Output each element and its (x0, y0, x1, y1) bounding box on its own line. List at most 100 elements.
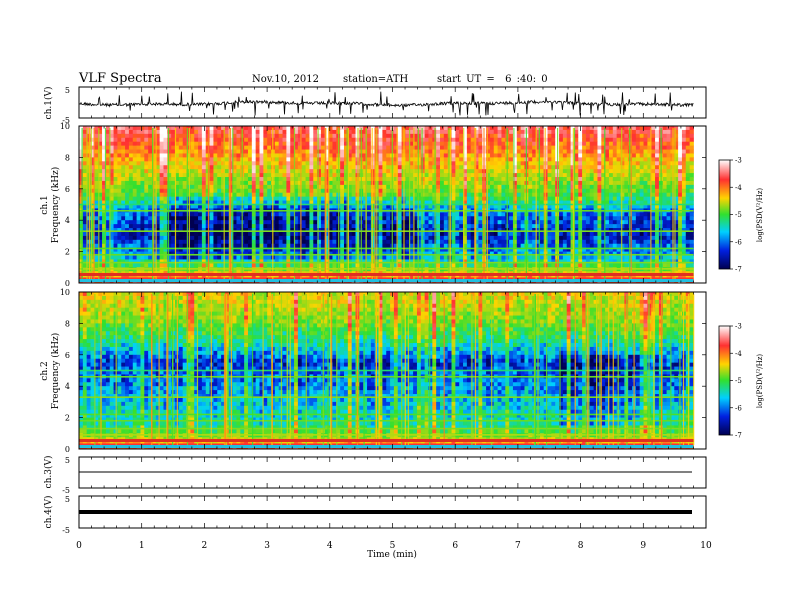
spectrogram-cell (109, 243, 114, 249)
spectrogram-cell (282, 204, 287, 209)
spectrogram-cell (263, 204, 268, 209)
spectrogram-cell (585, 228, 591, 233)
spectrogram-cell (105, 165, 111, 170)
spectrogram-cell (217, 161, 222, 166)
spectrogram-cell (662, 157, 667, 162)
spectrogram-cell (320, 228, 326, 233)
spectrogram-cell (324, 212, 330, 217)
spectrogram-cell (566, 216, 571, 221)
spectrogram-cell (136, 180, 141, 186)
spectrogram-cell (232, 141, 237, 147)
spectrogram-cell (559, 126, 564, 131)
spectrogram-cell (363, 216, 368, 221)
spectrogram-cell (286, 141, 291, 147)
spectrogram-cell (198, 173, 203, 178)
spectrogram-cell (666, 200, 671, 205)
spectrogram-cell (589, 180, 595, 186)
spectrogram-cell (451, 216, 456, 221)
spectrogram-cell (121, 212, 126, 217)
spectrogram-cell (263, 145, 268, 150)
spectrogram-cell (470, 192, 475, 198)
spectrogram-cell (194, 228, 199, 233)
spectrogram-cell (274, 169, 280, 174)
spectrogram-cell (190, 192, 195, 198)
spectrogram-cell (589, 224, 595, 229)
spectrogram-cell (121, 153, 126, 158)
spectrogram-cell (340, 180, 345, 186)
spectrogram-cell (616, 141, 621, 147)
spectrogram-cell (662, 180, 667, 186)
spectrogram-cell (497, 129, 502, 135)
spectrogram-cell (136, 231, 141, 237)
spectrogram-cell (144, 220, 149, 225)
spectrogram-cell (163, 126, 168, 131)
spectrogram-cell (313, 196, 318, 201)
spectrogram-cell (144, 224, 149, 229)
spectrogram-cell (171, 188, 176, 194)
spectrogram-cell (351, 141, 356, 147)
spectrogram-cell (297, 204, 303, 209)
spectrogram-cell (455, 212, 460, 217)
spectrogram-cell (259, 235, 264, 241)
spectrogram-cell (267, 161, 272, 166)
spectrogram-cell (148, 180, 153, 186)
spectrogram-cell (186, 184, 191, 190)
spectrogram-cell (363, 141, 368, 147)
spectrogram-cell (689, 188, 694, 194)
spectrogram-cell (681, 153, 687, 158)
spectrogram-cell (643, 165, 648, 170)
spectrogram-cell (463, 153, 468, 158)
spectrogram-cell (493, 161, 498, 166)
spectrogram-cell (451, 177, 456, 182)
spectrogram-cell (562, 137, 568, 143)
spectrogram-cell (440, 161, 445, 166)
spectrogram-cell (313, 126, 318, 131)
spectrogram-cell (405, 129, 410, 135)
spectrogram-cell (382, 153, 387, 158)
spectrogram-cell (443, 220, 449, 225)
spectrogram-cell (94, 161, 99, 166)
spectrogram-cell (416, 235, 422, 241)
spectrogram-cell (109, 220, 114, 225)
spectrogram-cell (236, 243, 241, 249)
spectrogram-cell (309, 196, 314, 201)
spectrogram-cell (528, 188, 533, 194)
spectrogram-cell (689, 153, 694, 158)
spectrogram-cell (79, 239, 84, 245)
spectrogram-cell (217, 216, 222, 221)
spectrogram-cell (436, 239, 441, 245)
spectrogram-cell (574, 239, 579, 245)
spectrogram-cell (205, 129, 210, 135)
spectrogram-cell (247, 153, 253, 158)
spectrogram-cell (167, 149, 172, 154)
spectrogram-cell (320, 220, 326, 225)
spectrogram-cell (163, 180, 168, 186)
spectrogram-cell (255, 196, 260, 201)
spectrogram-cell (493, 220, 498, 225)
spectrogram-cell (559, 231, 564, 237)
spectrogram-cell (466, 231, 472, 237)
spectrogram-cell (278, 239, 283, 245)
spectrogram-cell (585, 126, 591, 131)
spectrogram-cell (578, 200, 583, 205)
spectrogram-cell (409, 129, 414, 135)
spectrogram-cell (512, 145, 518, 150)
spectrogram-cell (178, 184, 184, 190)
spectrogram-cell (198, 141, 203, 147)
spectrogram-cell (194, 200, 199, 205)
spectrogram-cell (259, 180, 264, 186)
spectrogram-cell (309, 141, 314, 147)
spectrogram-cell (171, 153, 176, 158)
spectrogram-cell (186, 228, 191, 233)
spectrogram-cell (294, 129, 299, 135)
spectrogram-cell (205, 153, 210, 158)
spectrogram-cell (597, 157, 602, 162)
spectrogram-cell (347, 228, 353, 233)
spectrogram-cell (125, 157, 130, 162)
spectrogram-cell (370, 204, 376, 209)
spectrogram-cell (301, 141, 306, 147)
spectrogram-cell (251, 184, 257, 190)
spectrogram-cell (163, 235, 168, 241)
spectrogram-cell (309, 243, 314, 249)
spectrogram-cell (416, 220, 422, 225)
